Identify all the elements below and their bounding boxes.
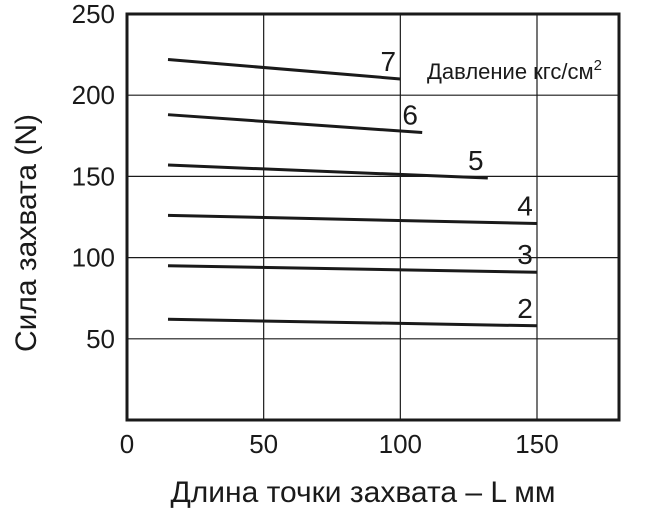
series-label-3: 3 xyxy=(517,239,533,270)
x-tick-label-50: 50 xyxy=(249,429,278,459)
series-line-5 xyxy=(167,163,488,180)
y-tick-label-50: 50 xyxy=(86,324,115,354)
x-tick-label-0: 0 xyxy=(120,429,134,459)
y-axis-ticks: 50 100 150 200 250 xyxy=(72,0,115,354)
series-line-3 xyxy=(167,264,538,274)
pressure-legend-note: Давление кгс/см2 xyxy=(427,57,602,84)
series-label-2: 2 xyxy=(517,293,533,324)
series-line-4 xyxy=(167,213,538,225)
x-tick-label-100: 100 xyxy=(379,429,422,459)
series-line-2 xyxy=(167,317,538,328)
plot-frame xyxy=(125,12,621,422)
series-line-6 xyxy=(167,113,423,135)
y-axis-title: Сила захвата (N) xyxy=(10,114,43,352)
series-line-7 xyxy=(167,57,401,81)
pressure-legend-text: Давление кгс/см xyxy=(427,59,594,84)
series-lines: 2 3 4 5 67 xyxy=(167,46,538,328)
series-label-5: 5 xyxy=(468,145,484,176)
series-label-4: 4 xyxy=(517,190,533,221)
x-tick-label-150: 150 xyxy=(515,429,558,459)
pressure-legend-superscript: 2 xyxy=(594,57,602,74)
y-tick-label-150: 150 xyxy=(72,161,115,191)
y-tick-label-200: 200 xyxy=(72,80,115,110)
x-axis-ticks: 0 50 100 150 xyxy=(120,429,559,459)
grid-lines xyxy=(127,14,619,420)
y-tick-label-250: 250 xyxy=(72,0,115,29)
x-axis-title: Длина точки захвата – L мм xyxy=(170,476,555,509)
series-label-7: 7 xyxy=(381,46,397,77)
series-label-6: 6 xyxy=(402,100,418,131)
y-tick-label-100: 100 xyxy=(72,243,115,273)
